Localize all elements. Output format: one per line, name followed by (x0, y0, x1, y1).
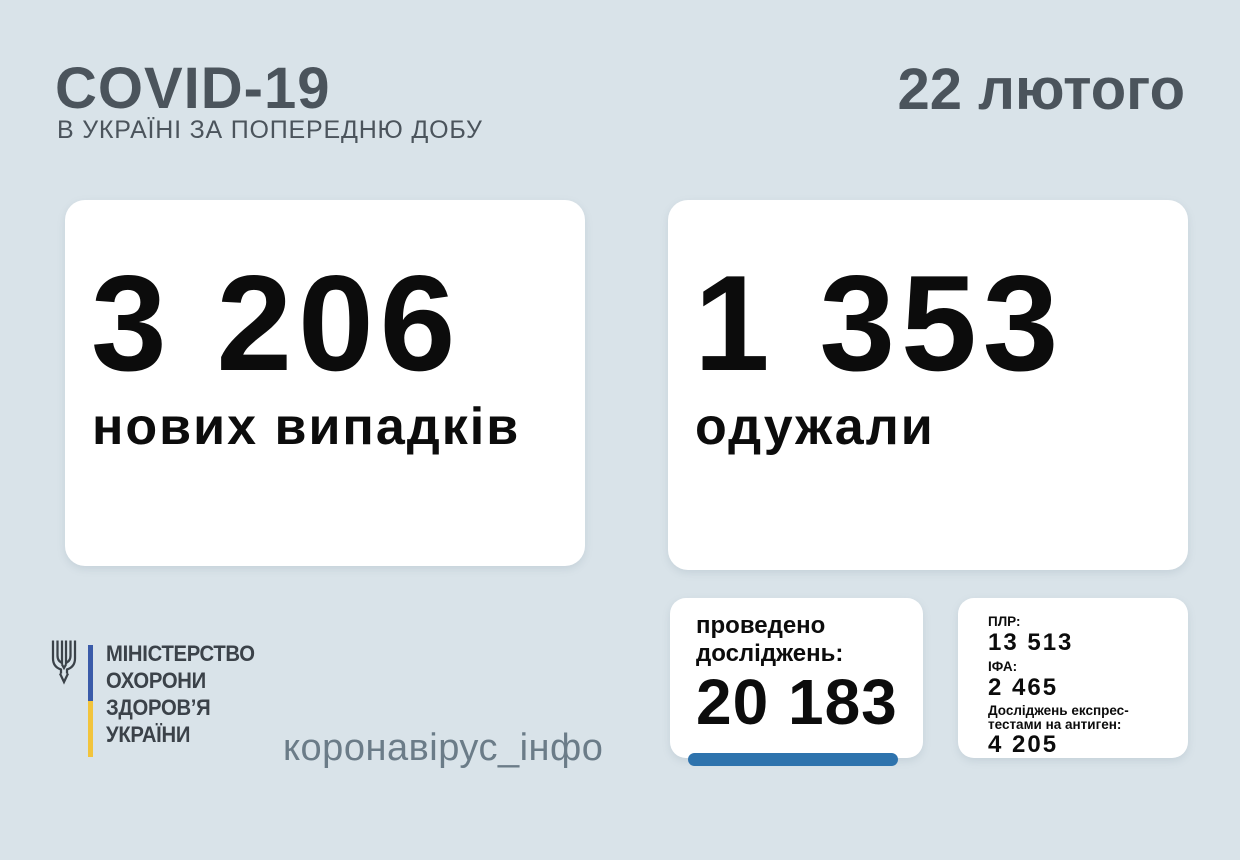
report-date: 22 лютого (897, 57, 1185, 122)
ministry-line-3: ЗДОРОВ’Я (106, 695, 211, 720)
ministry-line-2: ОХОРОНИ (106, 668, 206, 693)
pcr-value: 13 513 (988, 629, 1074, 656)
channel-name: коронавірус_інфо (283, 727, 604, 769)
elisa-value: 2 465 (988, 674, 1059, 701)
recovered-value: 1 353 (694, 247, 1065, 399)
flag-bar (88, 645, 93, 757)
ministry-line-1: МІНІСТЕРСТВО (106, 641, 255, 666)
new-cases-value: 3 206 (91, 247, 462, 399)
ministry-line-4: УКРАЇНИ (106, 722, 191, 747)
ministry-logo-text: МІНІСТЕРСТВО ОХОРОНИ ЗДОРОВ’Я УКРАЇНИ (106, 640, 255, 748)
recovered-card: 1 353 одужали (668, 200, 1188, 570)
page-subtitle: В УКРАЇНІ ЗА ПОПЕРЕДНЮ ДОБУ (57, 116, 483, 144)
tests-total-value: 20 183 (696, 666, 898, 738)
tests-breakdown-card: ПЛР: 13 513 ІФА: 2 465 Досліджень експре… (958, 598, 1188, 758)
elisa-label: ІФА: (988, 659, 1018, 674)
new-cases-label: нових випадків (92, 398, 521, 456)
recovered-label: одужали (695, 398, 935, 456)
tests-total-label-line1: проведено (696, 612, 826, 639)
trident-icon (51, 640, 77, 685)
tests-total-label: проведено досліджень: (696, 612, 923, 668)
page-title: COVID-19 (55, 56, 331, 121)
antigen-label: Досліджень експрес-тестами на антиген: (988, 703, 1129, 732)
antigen-value: 4 205 (988, 731, 1059, 758)
tests-total-label-line2: досліджень: (696, 640, 844, 667)
accent-bar (688, 753, 898, 766)
new-cases-card: 3 206 нових випадків (65, 200, 585, 566)
tests-total-card: проведено досліджень: 20 183 (670, 598, 923, 766)
pcr-label: ПЛР: (988, 614, 1021, 629)
